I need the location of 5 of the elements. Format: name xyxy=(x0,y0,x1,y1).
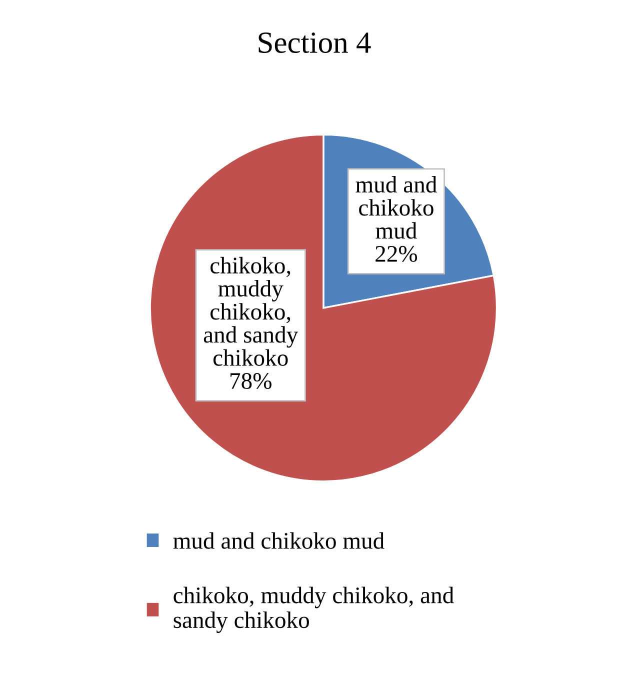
chart-title: Section 4 xyxy=(258,32,371,54)
data-label: mud and chikoko mud 22% xyxy=(356,176,437,262)
legend-label: mud and chikoko mud xyxy=(173,532,384,549)
legend-label: chikoko, muddy chikoko, and sandy chikoko xyxy=(174,586,454,633)
data-label: chikoko, muddy chikoko, and sandy chikoko 78% xyxy=(204,256,298,390)
